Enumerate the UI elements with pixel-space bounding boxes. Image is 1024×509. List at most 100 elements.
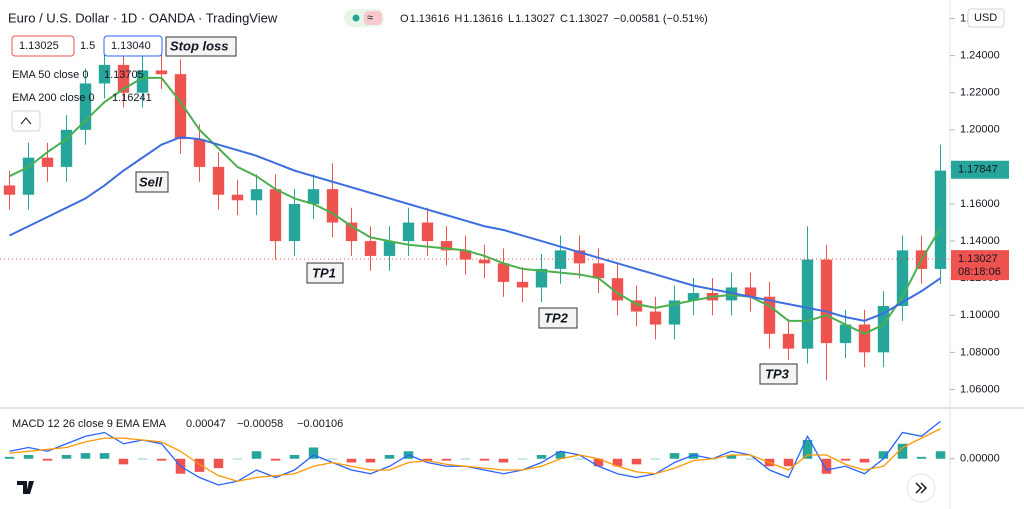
quantity[interactable]: 1.5 (80, 40, 95, 52)
candle-body (858, 324, 871, 353)
y-tick-label: 1.14000 (960, 235, 1000, 247)
candle-body (288, 204, 301, 242)
candle-body (383, 241, 396, 256)
buy-price[interactable]: 1.13040 (111, 40, 151, 52)
histogram-bar (821, 458, 832, 474)
histogram-bar (593, 458, 604, 467)
histogram-bar (194, 458, 205, 472)
candle-body (117, 64, 130, 93)
candle-body (744, 287, 757, 297)
candle-body (630, 300, 643, 312)
candle-body (611, 278, 624, 301)
histogram-bar (422, 458, 433, 461)
candle-body (193, 139, 206, 167)
ema-line (9, 76, 942, 335)
histogram-bar (327, 458, 338, 460)
histogram-bar (80, 453, 91, 459)
candle-body (250, 189, 263, 201)
histogram-bar (23, 455, 34, 459)
histogram-bar (897, 443, 908, 459)
tv-logo[interactable] (12, 474, 44, 498)
candle-body (79, 83, 92, 130)
histogram-bar (783, 458, 794, 467)
histogram-bar (688, 453, 699, 459)
currency-button[interactable]: USD (967, 8, 1005, 28)
candle-body (592, 263, 605, 279)
y-tick-label: 1.20000 (960, 124, 1000, 136)
histogram-bar (270, 458, 281, 461)
candle-body (668, 300, 681, 325)
candle-body (478, 259, 491, 264)
y-tick-label: 1.16000 (960, 198, 1000, 210)
status-badge[interactable]: ≈ (344, 9, 384, 27)
candle-body (364, 241, 377, 256)
candle-body (573, 250, 586, 264)
ohlc-value: 1.13027 (569, 13, 609, 25)
histogram-bar (346, 458, 357, 463)
price-label-bg (951, 250, 1009, 281)
candle-body (402, 222, 415, 242)
histogram-bar (631, 458, 642, 465)
histogram-bar (612, 458, 623, 467)
scroll-button[interactable] (906, 473, 936, 503)
ohlc-value: 1.13027 (515, 13, 555, 25)
candle-body (22, 157, 35, 195)
histogram-bar (479, 458, 490, 461)
sell-price[interactable]: 1.13025 (19, 40, 59, 52)
histogram-bar (156, 458, 167, 461)
ohlc-label: H (454, 13, 462, 25)
macd-legend-value: −0.00106 (297, 418, 343, 430)
candle-body (459, 250, 472, 260)
annotation-text: TP2 (544, 310, 569, 325)
collapse-button[interactable] (11, 110, 41, 132)
ema-line (9, 136, 942, 322)
candle-body (41, 157, 54, 167)
price-label: 1.13027 (958, 253, 998, 265)
histogram-bar (441, 458, 452, 461)
candle-body (269, 189, 282, 242)
y-tick-label: 1.22000 (960, 87, 1000, 99)
histogram-bar (916, 456, 927, 459)
histogram-bar (384, 455, 395, 459)
annotation: Sell (135, 171, 169, 193)
histogram-bar (859, 458, 870, 463)
macd-line (9, 420, 941, 486)
y-tick-label: 1.24000 (960, 50, 1000, 62)
order-panel[interactable]: 1.13025 1.5 1.13040 (11, 35, 163, 57)
histogram-bar (745, 458, 756, 460)
ohlc-label: L (508, 13, 514, 25)
candle-body (934, 170, 947, 269)
histogram-bar (4, 456, 15, 459)
candle-body (231, 194, 244, 201)
annotation: TP3 (759, 363, 798, 385)
histogram-bar (726, 455, 737, 459)
countdown: 08:18:06 (958, 266, 1001, 278)
candle-body (136, 70, 149, 93)
price-label: 1.17847 (958, 164, 998, 176)
histogram-bar (232, 458, 243, 460)
histogram-bar (536, 455, 547, 459)
macd-line (9, 428, 941, 482)
macd-legend-value: 0.00047 (186, 418, 226, 430)
candle-body (3, 185, 16, 195)
annotation: TP2 (538, 307, 578, 329)
histogram-bar (118, 458, 129, 465)
histogram-bar (251, 451, 262, 459)
y-tick-label: 0.00000 (960, 453, 1000, 465)
ohlc-label: O (400, 13, 409, 25)
candle-body (820, 259, 833, 344)
histogram-bar (99, 453, 110, 459)
annotation-text: Stop loss (170, 38, 229, 53)
histogram-bar (802, 440, 813, 459)
candle-body (421, 222, 434, 242)
candle-body (174, 74, 187, 140)
y-tick-label: 1.10000 (960, 309, 1000, 321)
symbol-title: Euro / U.S. Dollar · 1D · OANDA · Tradin… (8, 10, 278, 25)
annotation-text: TP1 (312, 265, 336, 280)
histogram-bar (365, 458, 376, 463)
overlay: Euro / U.S. Dollar · 1D · OANDA · Tradin… (8, 8, 1005, 503)
histogram-bar (574, 458, 585, 460)
candle-body (326, 189, 339, 223)
